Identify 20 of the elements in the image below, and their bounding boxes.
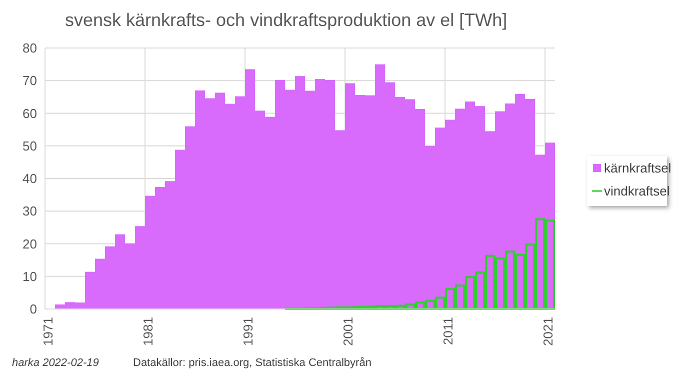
x-tick-label: 1981: [140, 317, 156, 346]
x-tick-label: 2011: [440, 317, 456, 345]
y-tick-label: 50: [22, 138, 37, 154]
text: harka 2022-02-19: [12, 357, 99, 369]
y-tick-label: 80: [22, 40, 37, 56]
chart-title: svensk kärnkrafts- och vindkraftsproduktion av el [TWh]: [65, 10, 508, 30]
text: Datakällor: pris.iaea.org, Statistiska Centralbyrån: [133, 357, 372, 369]
y-tick-label: 40: [22, 171, 37, 186]
y-tick-label: 70: [22, 73, 37, 88]
x-tick-label: 1971: [40, 317, 56, 346]
y-tick-label: 60: [22, 106, 37, 121]
y-tick-label: 20: [22, 236, 37, 252]
y-tick-label: 30: [22, 204, 37, 219]
x-tick-label: 2021: [540, 317, 556, 346]
y-tick-label: 0: [30, 302, 37, 317]
legend-label: vindkraftsel: [604, 184, 670, 199]
x-tick-label: 1991: [240, 317, 256, 346]
legend-label: kärnkraftsel: [604, 160, 672, 176]
y-tick-label: 10: [22, 268, 37, 284]
x-tick-label: 2001: [340, 317, 356, 346]
